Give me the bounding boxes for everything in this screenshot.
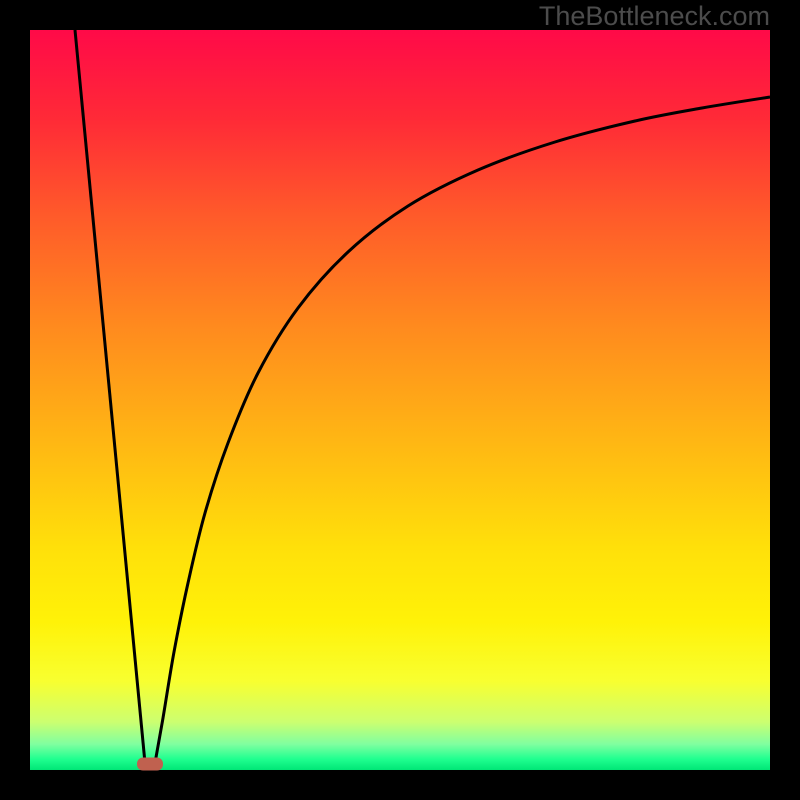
curve-right-branch bbox=[155, 97, 770, 763]
valley-marker bbox=[137, 758, 163, 771]
watermark-text: TheBottleneck.com bbox=[539, 1, 770, 32]
chart-canvas: TheBottleneck.com bbox=[0, 0, 800, 800]
curve-left-branch bbox=[75, 30, 145, 763]
plot-area bbox=[30, 30, 770, 770]
curve-layer bbox=[30, 30, 770, 770]
